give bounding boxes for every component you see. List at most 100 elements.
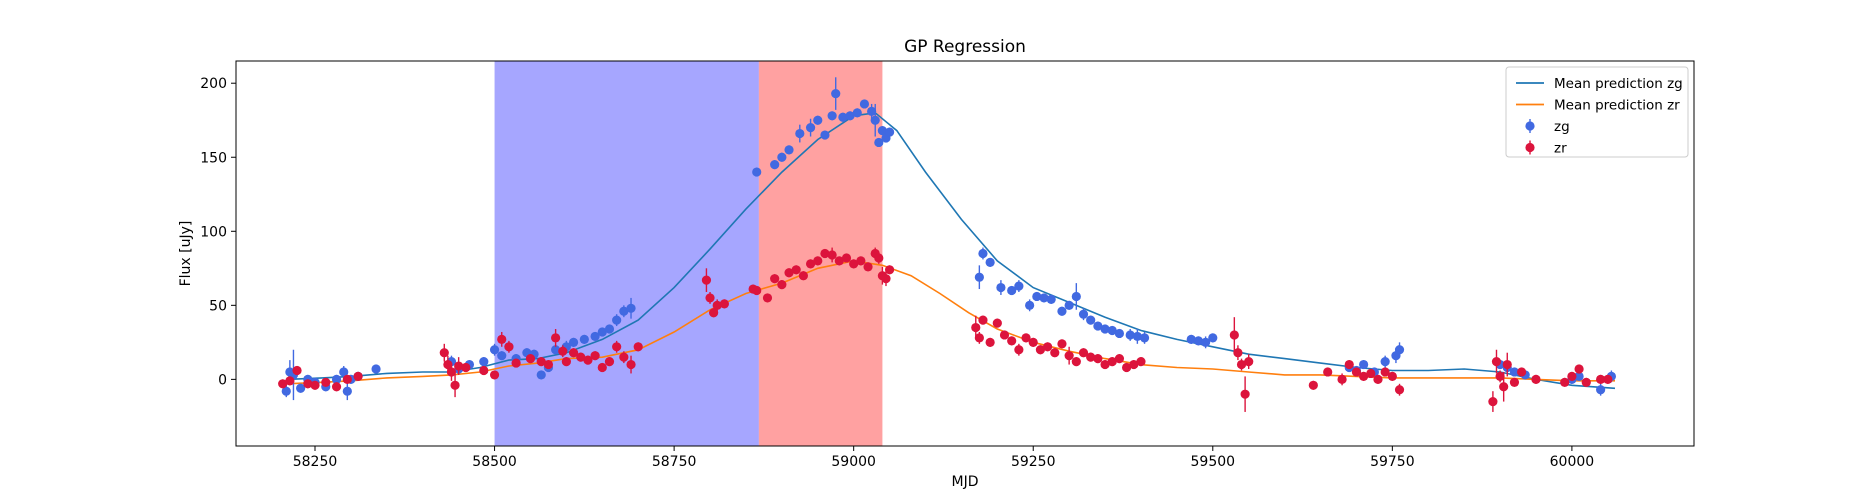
zg-point: [820, 130, 830, 140]
zr-point: [1240, 389, 1250, 399]
zg-point: [813, 115, 823, 125]
zr-point: [1233, 348, 1243, 358]
zr-point: [1495, 371, 1505, 382]
zg-point: [974, 272, 984, 282]
x-axis-ticks: 58250 58500 58750 59000 59250 59500 59750 60000: [293, 446, 1594, 470]
zr-point: [1351, 367, 1362, 377]
zg-point: [1064, 300, 1074, 310]
zg-point: [884, 127, 895, 137]
zr-point: [536, 356, 546, 367]
zg-point: [1132, 331, 1142, 342]
zr-point: [770, 274, 780, 284]
x-tick-label: 58750: [652, 454, 697, 470]
zr-point: [813, 256, 823, 266]
zr-point: [1509, 377, 1520, 387]
zr-point: [971, 322, 981, 333]
zr-point: [752, 285, 762, 296]
y-tick-label: 0: [218, 372, 227, 388]
zr-point: [978, 315, 988, 325]
zg-point: [1193, 336, 1204, 346]
zr-point: [497, 334, 507, 344]
zg-point: [1208, 333, 1218, 343]
zr-point: [278, 379, 288, 389]
legend: Mean prediction zg Mean prediction zr zg zr: [1505, 66, 1689, 158]
series-line-1: [286, 111, 1616, 390]
zg-point: [626, 303, 636, 313]
zr-point: [1531, 374, 1541, 384]
zr-point: [1574, 364, 1584, 374]
zr-point: [511, 358, 521, 368]
zg-point: [281, 386, 291, 396]
zr-point: [454, 361, 464, 371]
zr-point: [1057, 339, 1067, 349]
prediction-lines: [286, 111, 1616, 390]
zg-point: [1014, 281, 1024, 291]
zr-point: [849, 259, 859, 269]
zr-point: [1086, 352, 1096, 362]
zr-point: [590, 351, 600, 361]
zg-point: [1380, 356, 1390, 367]
zg-point: [978, 248, 988, 259]
zg-point: [568, 337, 579, 347]
zr-point: [1107, 356, 1117, 367]
zr-point: [1122, 362, 1132, 373]
zr-point: [1394, 385, 1405, 395]
zr-point: [1308, 380, 1318, 390]
zr-point: [1491, 356, 1502, 367]
zr-point: [504, 342, 514, 352]
zr-point: [443, 359, 453, 370]
zr-point: [450, 380, 460, 390]
zr-point: [1581, 377, 1591, 387]
zg-point: [1032, 291, 1042, 302]
zg-point: [1139, 333, 1150, 343]
zg-point: [996, 282, 1006, 293]
legend-box: [1505, 66, 1689, 158]
zg-point: [536, 370, 546, 380]
zr-point: [604, 356, 615, 367]
zr-point: [619, 352, 629, 362]
zr-point: [1596, 374, 1606, 384]
zr-point: [1042, 342, 1053, 352]
zr-point: [342, 374, 352, 384]
zr-point: [1517, 367, 1527, 377]
zr-point: [777, 279, 787, 290]
zg-point: [1025, 300, 1035, 310]
zr-point: [1337, 374, 1347, 384]
zr-point: [583, 355, 593, 365]
zr-point: [1359, 371, 1369, 382]
zg-point: [371, 364, 381, 374]
zg-point: [845, 111, 855, 121]
x-tick-label: 59000: [831, 454, 876, 470]
zg-point: [752, 167, 762, 177]
zg-point: [985, 257, 995, 267]
zr-point: [1078, 348, 1089, 358]
zr-point: [1064, 351, 1074, 361]
zr-point: [1136, 356, 1146, 367]
zg-point: [1086, 315, 1096, 325]
legend-label: Mean prediction zg: [1554, 76, 1683, 92]
y-axis-label: Flux [uJy]: [178, 221, 194, 287]
zr-point: [439, 348, 449, 358]
zg-point: [859, 99, 870, 109]
zr-point: [841, 253, 852, 263]
zr-point: [974, 333, 984, 343]
zg-point: [1039, 293, 1049, 303]
zr-point: [712, 300, 722, 310]
zr-point: [791, 265, 801, 275]
zr-point: [856, 256, 866, 266]
zr-point: [303, 379, 313, 389]
zr-point: [1366, 368, 1376, 379]
zr-point: [568, 348, 579, 358]
zg-point: [1093, 321, 1103, 331]
zg-point: [339, 367, 349, 377]
zr-point: [331, 382, 342, 392]
zr-point: [719, 299, 729, 309]
zr-point: [1007, 336, 1017, 346]
zg-point: [877, 125, 888, 136]
zg-point: [1201, 337, 1211, 347]
zr-point: [863, 262, 873, 272]
zg-point: [1107, 325, 1117, 336]
zr-point: [310, 380, 320, 390]
legend-marker: [1525, 142, 1535, 153]
